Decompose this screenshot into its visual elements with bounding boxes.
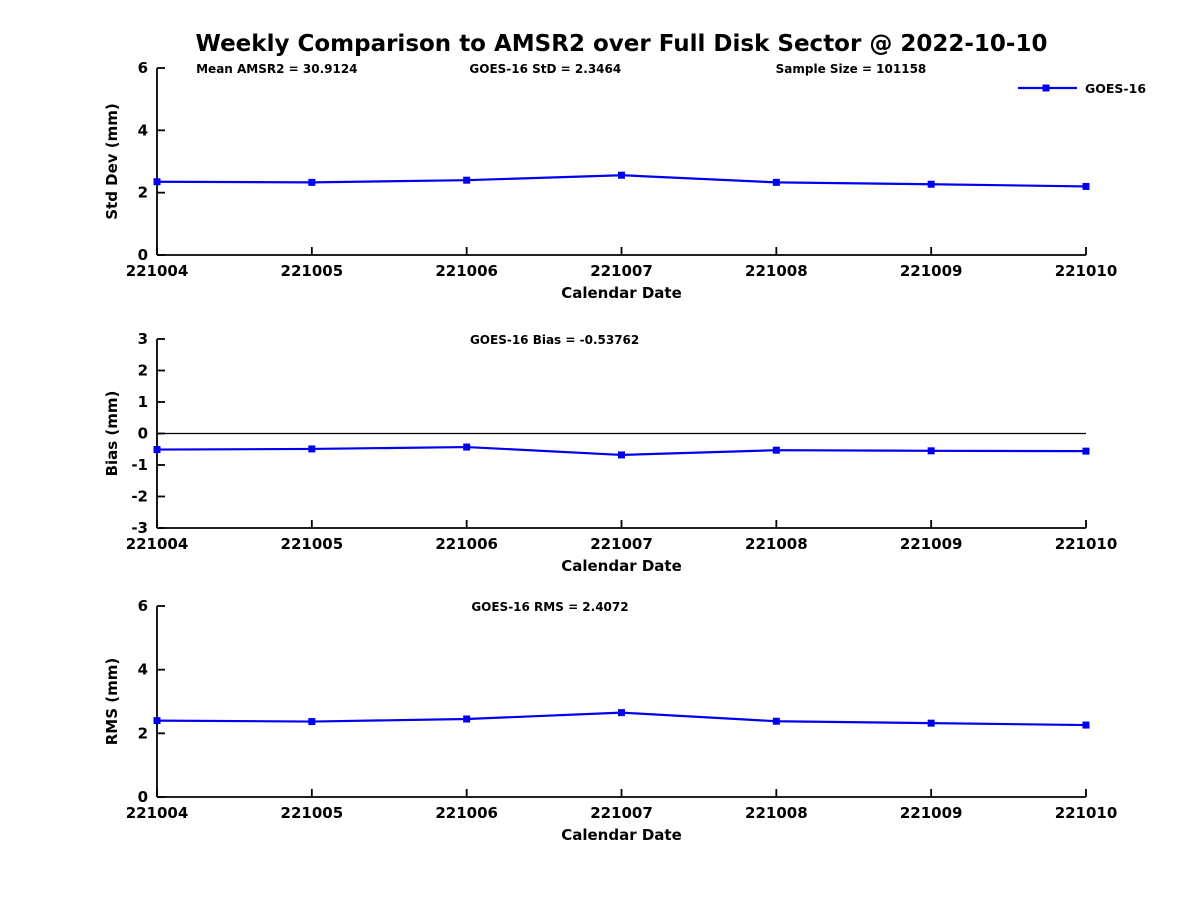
x-tick-label: 221009 [900,262,963,280]
data-marker [927,719,935,727]
annotation: Sample Size = 101158 [776,62,927,76]
y-tick-label: 2 [138,362,148,380]
data-marker [308,718,316,726]
subplot-bias: -3 -2 -1 0 1 2 3 221004 221005 221006 221007 221008… [103,330,1117,575]
y-tick-label: -1 [131,456,148,474]
x-tick-label: 221008 [745,262,808,280]
annotation: GOES-16 RMS = 2.4072 [471,600,628,614]
data-marker [1082,182,1090,190]
subplot-std-dev: 0 2 4 6 221004 221005 221006 221007 221008 221009… [103,59,1146,302]
data-marker [153,178,161,186]
annotation: GOES-16 Bias = -0.53762 [470,333,639,347]
x-tick-label: 221009 [900,804,963,822]
y-tick-label: 6 [138,59,148,77]
data-marker [1082,447,1090,455]
x-tick-label: 221008 [745,535,808,553]
y-tick-label: 6 [138,597,148,615]
x-tick-label: 221007 [590,262,653,280]
y-tick-label: 0 [138,788,148,806]
x-tick-label: 221007 [590,535,653,553]
y-tick-label: 2 [138,724,148,742]
annotation: Mean AMSR2 = 30.9124 [196,62,357,76]
figure-title: Weekly Comparison to AMSR2 over Full Dis… [195,31,1048,57]
data-marker [618,171,625,179]
legend: GOES-16 [1018,81,1146,96]
x-tick-label: 221007 [590,804,653,822]
x-tick-label: 221004 [126,535,189,553]
y-tick-label: 2 [138,184,148,202]
x-tick-label: 221010 [1055,535,1118,553]
x-tick-label: 221005 [281,535,344,553]
y-tick-label: -2 [131,488,148,506]
x-tick-label: 221010 [1055,804,1118,822]
x-tick-label: 221006 [435,262,498,280]
x-tick-label: 221010 [1055,262,1118,280]
data-marker [463,176,471,184]
y-tick-label: 0 [138,425,148,443]
data-marker [927,447,935,455]
y-tick-label: -3 [131,519,148,537]
y-tick-label: 4 [138,121,148,139]
x-tick-label: 221004 [126,262,189,280]
data-marker [308,178,316,186]
data-marker [772,446,780,454]
x-tick-label: 221009 [900,535,963,553]
y-tick-label: 3 [138,330,148,348]
x-axis-label: Calendar Date [561,284,682,302]
y-axis-label: RMS (mm) [103,658,121,745]
annotation: GOES-16 StD = 2.3464 [469,62,621,76]
data-marker [772,178,780,186]
data-marker [463,443,471,451]
subplot-rms: 0 2 4 6 221004 221005 221006 221007 221008 221009… [103,597,1117,844]
x-tick-label: 221006 [435,535,498,553]
data-marker [153,717,161,725]
data-marker [618,451,625,459]
data-marker [618,709,625,717]
y-tick-label: 4 [138,661,148,679]
x-axis-label: Calendar Date [561,557,682,575]
x-tick-label: 221004 [126,804,189,822]
y-tick-label: 0 [138,246,148,264]
data-marker [153,446,161,454]
data-marker [1082,721,1090,729]
data-marker [772,717,780,725]
data-marker [463,715,471,723]
x-axis-label: Calendar Date [561,826,682,844]
legend-label: GOES-16 [1085,81,1146,96]
y-axis-label: Bias (mm) [103,391,121,477]
x-tick-label: 221005 [281,804,344,822]
legend-marker-icon [1042,84,1050,92]
data-marker [927,180,935,188]
y-tick-label: 1 [138,393,148,411]
data-marker [308,445,316,453]
y-axis-label: Std Dev (mm) [103,103,121,220]
x-tick-label: 221006 [435,804,498,822]
x-tick-label: 221008 [745,804,808,822]
x-tick-label: 221005 [281,262,344,280]
